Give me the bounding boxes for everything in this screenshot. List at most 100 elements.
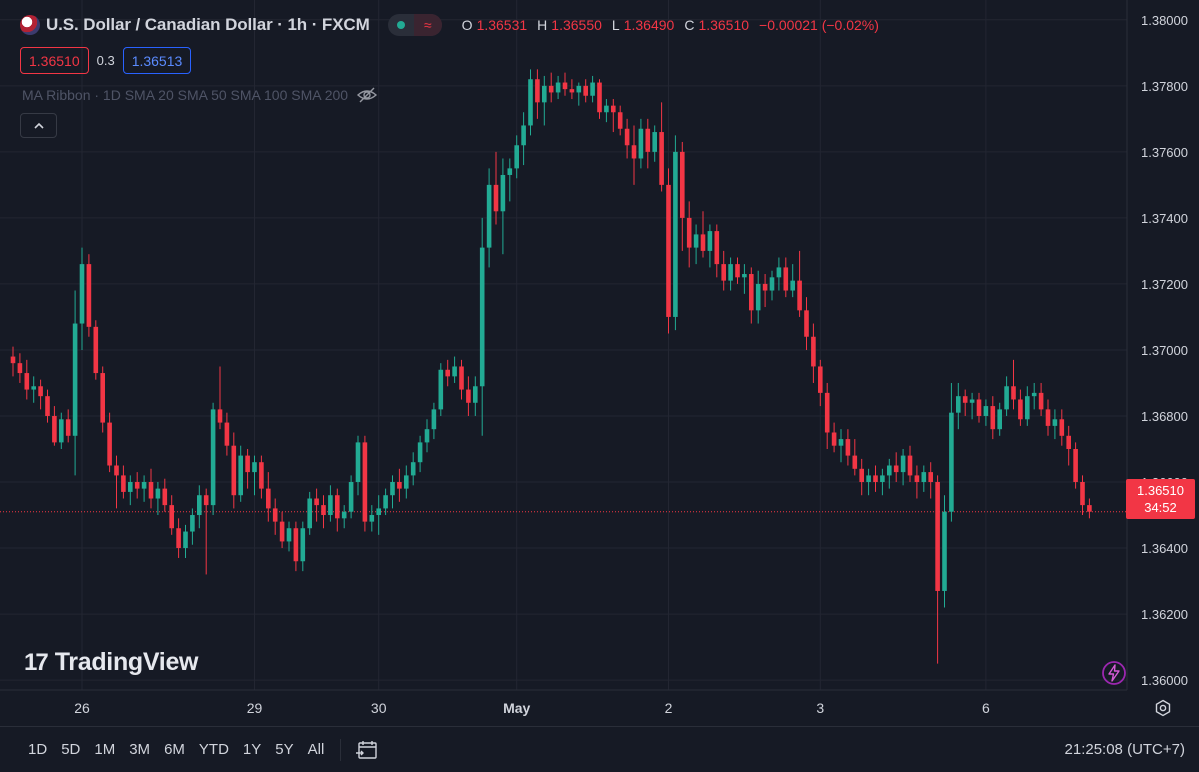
sell-button[interactable]: 1.36510 (20, 47, 89, 74)
buy-button[interactable]: 1.36513 (122, 47, 192, 74)
candle (362, 435, 368, 532)
candle (735, 257, 740, 284)
candle (562, 72, 568, 96)
lightning-icon[interactable] (1101, 660, 1127, 686)
candle-body (141, 482, 147, 489)
time-axis[interactable]: 26 29 30 May 2 3 6 (74, 700, 990, 716)
timeframe-6m[interactable]: 6M (164, 741, 185, 758)
candle-body (493, 184, 499, 212)
ohlc-key: H (537, 17, 548, 33)
collapse-legend-button[interactable] (20, 113, 57, 138)
grid-lines (0, 0, 1127, 690)
candle-body (410, 462, 416, 476)
timeframe-all[interactable]: All (307, 741, 325, 758)
eye-hidden-icon[interactable] (356, 86, 378, 104)
usd-flag-icon (20, 15, 40, 35)
candle-body (1045, 409, 1051, 426)
candle (783, 257, 789, 298)
utc-clock[interactable]: 21:25:08 (UTC+7) (1064, 741, 1185, 758)
symbol-title[interactable]: U.S. Dollar / Canadian Dollar · 1h · FXC… (46, 15, 370, 34)
price-axis[interactable]: 1.38000 1.37800 1.37600 1.37400 1.37200 1.370… (1141, 13, 1188, 688)
candle-body (548, 85, 554, 93)
indicator-legend[interactable]: MA Ribbon · 1D SMA 20 SMA 50 SMA 100 SMA… (22, 86, 378, 104)
candle (652, 125, 657, 162)
timeframe-5y[interactable]: 5Y (275, 741, 294, 758)
watermark-text: TradingView (54, 648, 199, 676)
candle (755, 270, 761, 324)
data-delay-icon[interactable]: ≈ (413, 14, 442, 36)
candle-body (486, 184, 492, 248)
timeframe-1d[interactable]: 1D (28, 741, 48, 758)
timeframe-5d[interactable]: 5D (61, 741, 81, 758)
candle-body (1080, 482, 1085, 506)
candle-body (238, 455, 243, 496)
candle-body (1052, 419, 1058, 426)
candle (956, 382, 961, 430)
candle (417, 435, 423, 473)
y-tick-label: 1.37400 (1141, 211, 1188, 226)
candle (500, 158, 506, 255)
candle (555, 75, 561, 100)
candle (300, 521, 306, 572)
candle-body (721, 264, 726, 281)
candle-body (521, 125, 526, 146)
y-tick-label: 1.38000 (1141, 13, 1188, 28)
candle-body (693, 234, 699, 248)
timeframe-ytd[interactable]: YTD (198, 741, 229, 758)
candle-body (438, 369, 444, 410)
candle (438, 363, 444, 416)
candle (604, 99, 609, 123)
candle-body (10, 356, 16, 364)
candle (1087, 498, 1092, 519)
ohlc-value: 1.36550 (551, 17, 602, 33)
candle-body (128, 482, 133, 492)
tradingview-watermark[interactable]: 17 TradingView (24, 648, 199, 677)
candle-body (86, 264, 92, 327)
candle (818, 359, 823, 407)
candle-body (1066, 435, 1071, 449)
candle (107, 412, 112, 473)
status-pills[interactable]: ≈ (387, 14, 442, 36)
timeframe-1y[interactable]: 1Y (242, 741, 262, 758)
candle (348, 475, 354, 519)
candle-body (728, 264, 733, 281)
x-tick-label: May (503, 700, 530, 716)
candle-body (224, 422, 230, 446)
candle (1004, 376, 1009, 416)
candle-body (845, 439, 851, 456)
y-tick-label: 1.36800 (1141, 409, 1188, 424)
candle-body (1004, 386, 1009, 410)
timeframe-3m[interactable]: 3M (129, 741, 151, 758)
candles (10, 69, 1092, 664)
timeframe-1m[interactable]: 1M (94, 741, 116, 758)
candle-body (831, 432, 837, 446)
candle (707, 224, 713, 268)
indicator-label[interactable]: MA Ribbon · 1D SMA 20 SMA 50 SMA 100 SMA… (22, 87, 349, 103)
candle (887, 458, 892, 489)
candle (452, 356, 457, 383)
candle (162, 478, 168, 512)
candle (459, 359, 464, 400)
ohlc-values: O 1.36531 H 1.36550 L 1.36490 C 1.36510 −0.00021… (462, 17, 885, 33)
candle-body (804, 310, 809, 337)
candle (790, 264, 795, 298)
candle-body (38, 386, 43, 397)
go-to-date-calendar-icon[interactable] (355, 739, 379, 761)
candle-body (749, 274, 754, 311)
candle (969, 392, 975, 420)
candle-body (417, 442, 423, 463)
candle-body (321, 505, 326, 516)
candle (31, 376, 36, 403)
candle-body (452, 366, 457, 377)
candle (569, 79, 575, 100)
candle (1080, 475, 1085, 516)
candle (749, 267, 754, 324)
settings-gear-icon[interactable] (1154, 699, 1172, 717)
candle-body (528, 79, 533, 126)
market-open-icon[interactable] (388, 14, 414, 36)
candle (65, 409, 71, 443)
candle-body (762, 283, 768, 291)
candle (797, 250, 802, 317)
candle-body (666, 184, 671, 317)
